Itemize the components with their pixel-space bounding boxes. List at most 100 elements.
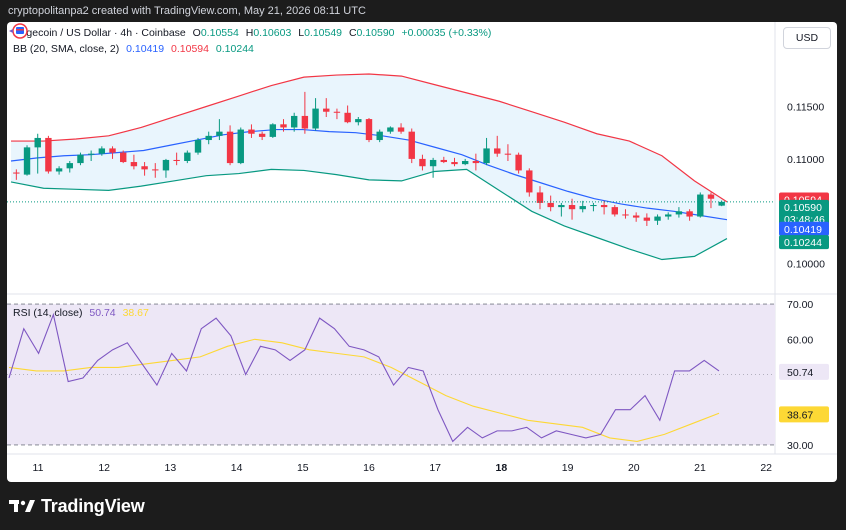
candle-body — [504, 153, 512, 155]
candle-body — [77, 154, 84, 164]
low-value: 0.10549 — [304, 27, 343, 39]
candle-body — [173, 159, 180, 161]
symbol-title: Dogecoin / US Dollar · 4h · Coinbase — [13, 27, 186, 39]
time-tick-label: 15 — [297, 462, 309, 474]
rsi-legend-value: 50.74 — [89, 307, 116, 319]
candle-body — [515, 154, 522, 171]
rsi-line — [8, 312, 720, 443]
last-price-tag-text: 0.10590 — [784, 202, 822, 214]
bb-upper-line — [11, 73, 728, 203]
candle-body — [632, 215, 640, 218]
time-tick-label: 16 — [363, 462, 375, 474]
candle-body — [611, 207, 618, 215]
candle-body — [440, 159, 448, 163]
currency-button[interactable]: USD — [783, 27, 831, 49]
candle-body — [216, 131, 223, 136]
candle-body — [301, 115, 309, 129]
candle-body — [226, 131, 234, 164]
candle-body — [365, 119, 373, 141]
last-price-tag-bg — [779, 199, 829, 226]
candle-body — [194, 140, 202, 153]
rsi-tick-label: 60.00 — [787, 334, 813, 346]
rsi-ma-tag-text: 38.67 — [787, 409, 813, 421]
candle-body — [472, 160, 480, 164]
candle-body — [205, 135, 212, 141]
bb-middle-tag-text: 0.10419 — [784, 224, 822, 236]
candle-body — [451, 162, 458, 165]
candle-body — [654, 216, 661, 221]
candle-body — [590, 205, 597, 207]
candle-body — [162, 159, 170, 171]
rsi-ma-legend-value: 38.67 — [122, 307, 149, 319]
rsi-tag-bg — [779, 363, 829, 380]
candle-body — [397, 127, 405, 132]
candle-body — [686, 211, 693, 217]
candle-body — [419, 158, 426, 167]
candle-body — [376, 131, 383, 141]
bb-middle-tag-bg — [779, 221, 829, 236]
open-label: O — [192, 27, 201, 39]
candle-body — [643, 217, 651, 221]
time-tick-label: 14 — [231, 462, 243, 474]
candle-body — [387, 127, 394, 132]
candle-body — [622, 214, 629, 216]
rsi-tick-label: 70.00 — [787, 299, 813, 311]
candle-body — [87, 153, 95, 155]
open-value: 0.10554 — [200, 27, 239, 39]
candle-body — [408, 131, 415, 159]
brand-footer[interactable]: TradingView — [9, 494, 145, 518]
candle-body — [290, 115, 298, 128]
candle-body — [536, 192, 544, 203]
candle-body — [152, 169, 159, 171]
candle-body — [237, 129, 244, 164]
time-tick-label: 22 — [760, 462, 772, 474]
candle-body — [34, 137, 41, 148]
symbol-legend: Dogecoin / US Dollar · 4h · Coinbase O0.… — [13, 27, 495, 39]
candle-body — [355, 119, 362, 123]
candle-body — [718, 201, 725, 206]
candle-body — [269, 124, 277, 137]
candle-body — [483, 148, 490, 164]
candle-body — [13, 172, 20, 174]
candle-body — [312, 108, 319, 129]
candle-body — [280, 124, 287, 128]
bb-lower-tag-text: 0.10244 — [784, 237, 822, 249]
bb-lower-value: 0.10244 — [215, 43, 254, 55]
candle-body — [461, 160, 469, 165]
candle-body — [579, 206, 586, 210]
low-label: L — [298, 27, 305, 39]
price-tick-label: 0.11000 — [787, 154, 824, 166]
candle-body — [184, 152, 191, 161]
change-value: +0.00035 (+0.33%) — [401, 27, 492, 39]
candle-body — [120, 152, 127, 163]
time-tick-label: 11 — [33, 462, 44, 474]
candle-body — [675, 211, 683, 215]
tradingview-logo-icon — [9, 500, 35, 512]
bb-label: BB (20, SMA, close, 2) — [13, 43, 120, 55]
candle-body — [697, 194, 704, 217]
candle-body — [494, 148, 501, 154]
bb-upper-value: 0.10594 — [171, 43, 209, 55]
candle-body — [248, 129, 255, 134]
price-tick-label: 0.11500 — [787, 101, 824, 113]
candle-body — [600, 205, 608, 208]
time-tick-label: 13 — [165, 462, 177, 474]
candle-body — [23, 147, 31, 175]
candle-body — [55, 168, 63, 172]
high-label: H — [245, 27, 254, 39]
candle-body — [130, 162, 138, 167]
time-tick-label: 17 — [429, 462, 441, 474]
candle-body — [547, 202, 554, 208]
candle-body — [558, 205, 565, 208]
time-tick-label: 21 — [694, 462, 706, 474]
chart-canvas[interactable]: 0.115000.110000.100000.105940.1059003:48… — [7, 22, 837, 482]
bb-lower-line — [10, 168, 728, 261]
rsi-label: RSI (14, close) — [13, 307, 83, 319]
time-tick-label: 18 — [496, 462, 508, 474]
candle-body — [707, 194, 715, 199]
candle-body — [333, 111, 341, 113]
time-tick-label: 19 — [562, 462, 574, 474]
rsi-ma-tag-bg — [779, 406, 829, 423]
candle-body — [526, 170, 533, 193]
eye-icon[interactable] — [7, 22, 31, 40]
